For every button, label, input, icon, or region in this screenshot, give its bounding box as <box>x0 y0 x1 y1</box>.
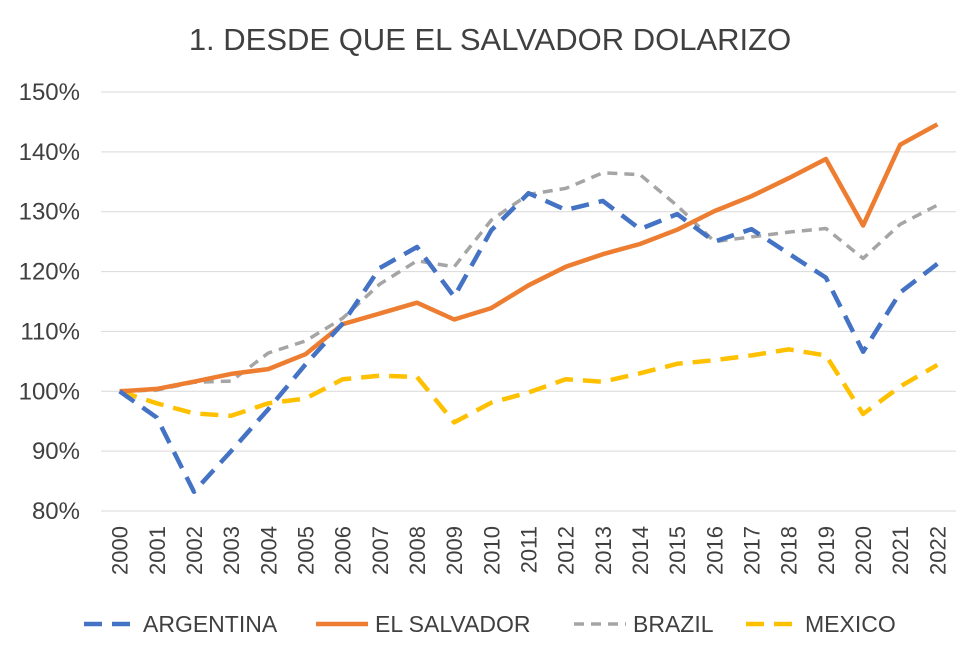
x-tick-label: 2015 <box>665 526 690 575</box>
chart-title: 1. DESDE QUE EL SALVADOR DOLARIZO <box>189 22 791 57</box>
legend-label: MEXICO <box>805 611 896 637</box>
x-tick-label: 2011 <box>517 526 542 573</box>
x-tick-label: 2006 <box>331 526 356 575</box>
series-lines <box>118 122 939 495</box>
legend-label: BRAZIL <box>633 611 714 637</box>
series-line-argentina <box>118 190 939 495</box>
x-tick-label: 2008 <box>405 526 430 575</box>
y-tick-label: 140% <box>19 139 80 166</box>
x-tick-label: 2018 <box>777 526 802 575</box>
legend: ARGENTINA EL SALVADOR BRAZIL MEXICO <box>84 611 896 637</box>
y-tick-label: 110% <box>20 318 80 345</box>
x-tick-label: 2004 <box>256 526 281 575</box>
x-tick-label: 2017 <box>740 526 765 575</box>
legend-label: EL SALVADOR <box>375 611 531 637</box>
legend-label: ARGENTINA <box>143 611 278 637</box>
x-tick-label: 2016 <box>702 526 727 575</box>
y-tick-label: 90% <box>32 438 80 465</box>
x-axis-tick-labels: 2000 2001 2002 2003 2004 2005 2006 2007 2008 2009… <box>108 526 951 575</box>
y-tick-label: 100% <box>19 378 80 405</box>
y-tick-label: 130% <box>19 199 80 226</box>
x-tick-label: 2020 <box>851 526 876 575</box>
x-tick-label: 2019 <box>814 526 839 575</box>
y-tick-label: 80% <box>32 498 80 525</box>
y-tick-label: 120% <box>19 259 80 286</box>
x-tick-label: 2000 <box>108 526 133 575</box>
x-tick-label: 2021 <box>888 526 913 575</box>
y-axis-tick-labels: 80% 90% 100% 110% 120% 130% 140% 150% <box>19 79 80 525</box>
x-tick-label: 2022 <box>925 526 950 575</box>
y-tick-label: 150% <box>19 79 80 106</box>
x-tick-label: 2014 <box>628 526 653 575</box>
series-line-brazil <box>119 171 939 394</box>
x-tick-label: 2002 <box>182 526 207 575</box>
x-tick-label: 2010 <box>479 526 504 575</box>
series-line-el-salvador <box>119 122 939 394</box>
x-tick-label: 2001 <box>145 526 170 575</box>
x-tick-label: 2012 <box>554 526 579 575</box>
x-tick-label: 2007 <box>368 526 393 575</box>
series-line-mexico <box>118 347 939 425</box>
x-tick-label: 2005 <box>293 526 318 575</box>
x-tick-label: 2013 <box>591 526 616 575</box>
gridlines <box>101 91 956 512</box>
x-tick-label: 2003 <box>219 526 244 575</box>
x-tick-label: 2009 <box>442 526 467 575</box>
